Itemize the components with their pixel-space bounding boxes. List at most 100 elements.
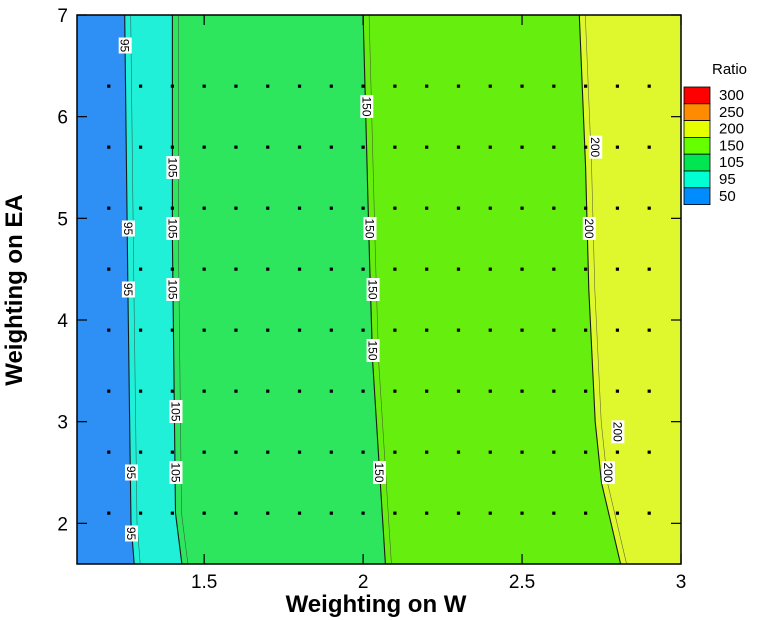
sample-point <box>615 84 620 88</box>
sample-point <box>552 206 556 210</box>
sample-point <box>647 145 651 149</box>
y-axis-title: Weighting on EA <box>1 194 28 386</box>
sample-point <box>170 389 174 393</box>
y-tick-label: 4 <box>57 311 68 332</box>
sample-point <box>552 267 556 271</box>
x-tick-label: 1.5 <box>191 572 217 593</box>
sample-point <box>138 267 143 271</box>
contour-label-group: 95 <box>124 525 138 542</box>
contour-line <box>171 15 183 565</box>
contour-label: 150 <box>372 462 386 482</box>
contour-label-bg <box>366 339 380 362</box>
sample-point <box>266 450 270 454</box>
sample-point <box>615 328 620 332</box>
sample-point <box>584 511 588 515</box>
contour-label-group: 150 <box>359 95 374 118</box>
contour-label-group: 200 <box>601 461 615 484</box>
sample-point <box>456 450 461 454</box>
sample-point <box>266 328 270 332</box>
sample-point <box>234 511 238 515</box>
sample-point <box>615 389 620 393</box>
sample-point <box>234 206 238 210</box>
x-tick-label: 3 <box>676 572 687 593</box>
contour-label-group: 95 <box>124 464 138 481</box>
sample-point <box>361 145 365 149</box>
legend-swatch <box>683 103 711 122</box>
sample-point <box>202 389 206 393</box>
sample-point <box>107 389 111 393</box>
sample-point <box>361 450 365 454</box>
contour-label-group: 105 <box>165 278 180 301</box>
sample-point <box>234 450 238 454</box>
sample-point <box>107 84 111 88</box>
contour-label: 95 <box>121 283 135 297</box>
sample-point <box>615 267 620 271</box>
contour-labels: 95 95 95 95 95 105 105 105 105 105 150 150 150 150 150… <box>118 37 625 542</box>
contour-label-group: 105 <box>165 217 180 240</box>
sample-point <box>138 145 143 149</box>
contour-label-bg <box>125 464 138 481</box>
sample-point <box>456 84 461 88</box>
sample-point <box>138 206 143 210</box>
sample-point <box>361 206 365 210</box>
contour-label: 95 <box>118 39 132 53</box>
sample-point <box>488 328 492 332</box>
contour-label-bg <box>601 461 615 484</box>
contour-label-bg <box>166 278 180 301</box>
sample-point <box>552 84 556 88</box>
sample-point <box>488 450 492 454</box>
contour-label: 95 <box>124 466 138 480</box>
sample-point <box>138 450 143 454</box>
sample-point <box>329 389 333 393</box>
sample-point <box>138 389 143 393</box>
sample-point <box>297 84 302 88</box>
contour-label: 150 <box>366 340 380 360</box>
y-axis-ticks: 2 3 4 5 6 7 <box>57 6 681 535</box>
sample-point <box>329 206 333 210</box>
sample-point <box>488 84 492 88</box>
sample-point <box>488 389 492 393</box>
contour-label-bg <box>373 461 386 484</box>
sample-point <box>107 328 111 332</box>
legend-title: Ratio <box>712 61 747 78</box>
legend-swatch <box>683 136 711 155</box>
contour-label-bg <box>582 217 596 240</box>
sample-point <box>202 511 206 515</box>
contour-label: 200 <box>610 422 624 442</box>
x-tick-label: 2 <box>358 572 369 593</box>
sample-point <box>456 145 461 149</box>
contour-label-bg <box>366 278 380 301</box>
sample-point <box>170 511 174 515</box>
contour-label-group: 150 <box>372 461 386 484</box>
sample-point <box>297 328 302 332</box>
sample-point <box>170 450 174 454</box>
contour-label: 95 <box>124 527 138 541</box>
contour-label-group: 105 <box>169 461 183 484</box>
contour-label: 95 <box>121 222 135 236</box>
sample-point <box>584 450 588 454</box>
contour-label: 105 <box>165 279 179 299</box>
sample-point <box>520 389 524 393</box>
sample-point <box>552 328 556 332</box>
sample-point <box>202 145 206 149</box>
sample-point <box>425 267 429 271</box>
y-tick-label: 2 <box>57 514 68 535</box>
contour-label-group: 150 <box>366 339 380 362</box>
sample-point <box>297 450 302 454</box>
sample-point <box>393 389 397 393</box>
sample-point <box>615 450 620 454</box>
sample-point <box>520 267 524 271</box>
sample-point <box>170 267 174 271</box>
sample-point <box>393 84 397 88</box>
sample-point <box>107 511 111 515</box>
legend-swatch <box>683 153 711 172</box>
sample-point <box>266 145 270 149</box>
legend-swatch <box>683 187 711 206</box>
sample-points <box>107 84 651 515</box>
sample-point <box>584 389 588 393</box>
sample-point <box>520 84 524 88</box>
legend-label: 250 <box>719 104 744 121</box>
sample-point <box>456 206 461 210</box>
legend-swatch <box>683 86 711 105</box>
